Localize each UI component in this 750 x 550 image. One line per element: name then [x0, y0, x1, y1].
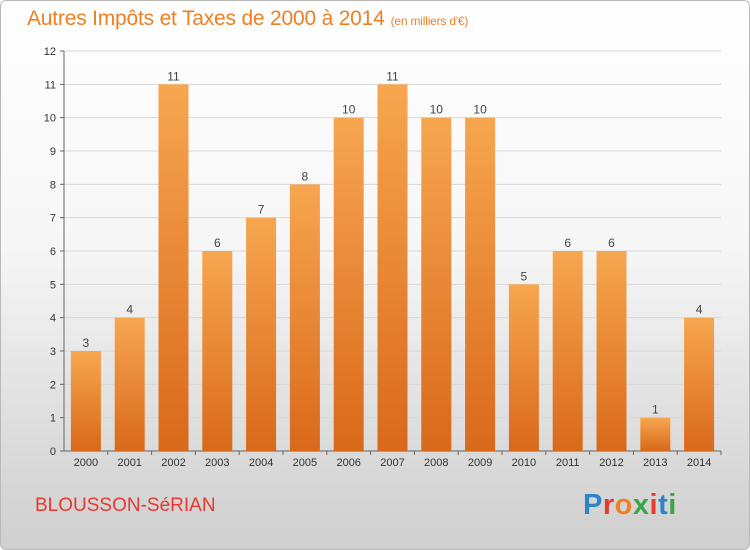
- bar-2012: [596, 251, 627, 451]
- logo-letter: x: [632, 489, 650, 521]
- y-tick-label: 5: [50, 279, 56, 291]
- x-tick-label-2014: 2014: [687, 457, 711, 469]
- value-label-2005: 8: [302, 169, 309, 183]
- value-label-2012: 6: [608, 236, 615, 250]
- x-tick-label-2009: 2009: [468, 457, 492, 469]
- y-tick-label: 11: [45, 79, 56, 91]
- y-tick-label: 9: [50, 146, 56, 158]
- value-label-2003: 6: [214, 236, 221, 250]
- bar-2009: [465, 117, 496, 452]
- value-label-2009: 10: [473, 103, 487, 117]
- y-tick-label: 4: [50, 313, 56, 325]
- x-tick-label-2012: 2012: [599, 457, 623, 469]
- x-tick-label-2013: 2013: [643, 457, 667, 469]
- x-tick-label-2001: 2001: [117, 457, 141, 469]
- logo-letter: i: [649, 489, 659, 521]
- logo-letter: i: [668, 489, 677, 521]
- chart-title-text: Autres Impôts et Taxes de 2000 à 2014: [27, 7, 385, 30]
- x-tick-label-2007: 2007: [380, 457, 404, 469]
- x-tick-label-2003: 2003: [205, 457, 229, 469]
- value-label-2001: 4: [126, 303, 133, 317]
- x-tick-label-2000: 2000: [74, 457, 98, 469]
- bar-2001: [114, 317, 145, 451]
- value-labels: 3 4 11 6 7 8 10 11 10 10 5 6 6 1 4: [83, 69, 703, 416]
- bar-2004: [246, 217, 277, 451]
- bar-2000: [70, 351, 101, 451]
- logo-letter: r: [602, 489, 615, 521]
- logo-letter: t: [658, 489, 669, 521]
- x-tick-label-2002: 2002: [161, 457, 185, 469]
- value-label-2010: 5: [521, 269, 528, 283]
- x-tick-label-2011: 2011: [556, 457, 580, 469]
- y-tick-label: 3: [50, 346, 56, 358]
- y-tick-label: 1: [50, 413, 56, 425]
- chart-title: Autres Impôts et Taxes de 2000 à 2014 (en…: [27, 7, 468, 31]
- bar-2014: [684, 317, 715, 451]
- y-tick-label: 2: [50, 379, 56, 391]
- proxiti-logo: Proxiti: [583, 489, 677, 522]
- bar-2002: [158, 84, 189, 451]
- bar-2005: [289, 184, 320, 452]
- value-label-2006: 10: [342, 103, 356, 117]
- value-label-2011: 6: [564, 236, 571, 250]
- x-tick-label-2006: 2006: [336, 457, 360, 469]
- bars: [70, 84, 715, 452]
- y-tick-label: 7: [50, 213, 56, 225]
- bar-2013: [640, 417, 671, 451]
- logo-letter: o: [614, 489, 633, 521]
- value-label-2013: 1: [652, 403, 659, 417]
- logo-letter: P: [583, 489, 603, 521]
- value-label-2007: 11: [386, 69, 399, 83]
- x-tick-label-2010: 2010: [512, 457, 536, 469]
- bar-2007: [377, 84, 408, 451]
- bar-2003: [202, 251, 233, 451]
- y-tick-label: 0: [50, 446, 56, 458]
- value-label-2008: 10: [430, 103, 444, 117]
- y-tick-label: 10: [44, 113, 56, 125]
- value-label-2014: 4: [696, 303, 703, 317]
- chart-subtitle: (en milliers d'€): [390, 14, 469, 28]
- value-label-2000: 3: [83, 336, 90, 350]
- bar-2010: [508, 284, 539, 451]
- y-tick-label: 8: [50, 179, 56, 191]
- value-label-2004: 7: [258, 203, 265, 217]
- commune-name: BLOUSSON-SéRIAN: [35, 495, 216, 516]
- y-tick-label: 6: [50, 246, 56, 258]
- bar-2006: [333, 117, 364, 452]
- y-tick-label: 12: [44, 46, 56, 58]
- x-tick-label-2004: 2004: [249, 457, 273, 469]
- value-label-2002: 11: [167, 69, 180, 83]
- x-tick-label-2005: 2005: [293, 457, 317, 469]
- x-tick-labels: 2000 2001 2002 2003 2004 2005 2006 2007 2008 2009…: [74, 457, 712, 469]
- bar-2011: [552, 251, 583, 451]
- x-tick-label-2008: 2008: [424, 457, 448, 469]
- bar-2008: [421, 117, 452, 452]
